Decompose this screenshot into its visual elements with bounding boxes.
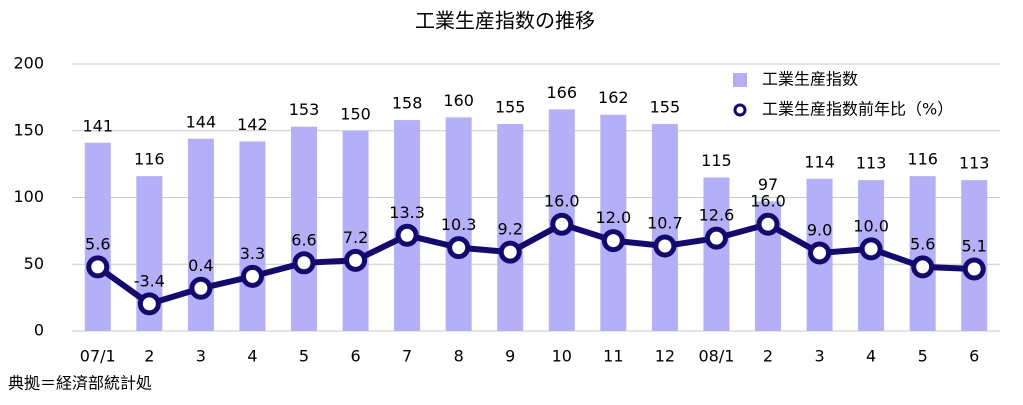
bar xyxy=(497,124,524,331)
line-marker xyxy=(808,241,832,265)
y-tick-label: 150 xyxy=(13,120,44,139)
x-tick-label: 10 xyxy=(552,347,572,366)
line-marker xyxy=(653,234,677,258)
line-value-label: 5.1 xyxy=(961,236,986,255)
x-tick-label: 3 xyxy=(814,347,824,366)
x-tick-label: 7 xyxy=(402,347,412,366)
line-value-label: -3.4 xyxy=(134,271,165,290)
bar-value-label: 97 xyxy=(758,175,778,194)
line-value-label: 5.6 xyxy=(910,234,935,253)
x-tick-label: 6 xyxy=(350,347,360,366)
line-value-label: 12.0 xyxy=(596,208,632,227)
bar-value-label: 160 xyxy=(443,91,474,110)
line-marker xyxy=(240,264,264,288)
bar-value-label: 144 xyxy=(186,112,217,131)
line-marker xyxy=(756,212,780,236)
line-value-label: 0.4 xyxy=(188,256,213,275)
bar xyxy=(445,117,472,332)
line-value-label: 5.6 xyxy=(85,234,110,253)
line-value-label: 16.0 xyxy=(544,192,580,211)
line-value-label: 6.6 xyxy=(291,230,316,249)
bar-value-label: 166 xyxy=(547,83,578,102)
x-tick-label: 4 xyxy=(247,347,257,366)
bar xyxy=(909,176,936,331)
bar xyxy=(342,130,369,331)
bar-value-label: 142 xyxy=(237,115,268,134)
x-tick-label: 12 xyxy=(655,347,675,366)
bar xyxy=(239,141,266,331)
bar-value-label: 114 xyxy=(804,152,835,171)
line-value-label: 10.7 xyxy=(647,213,683,232)
line-value-label: 12.6 xyxy=(699,206,735,225)
line-marker xyxy=(344,248,368,272)
line-value-label: 13.3 xyxy=(389,203,425,222)
x-tick-label: 5 xyxy=(918,347,928,366)
bar-value-label: 162 xyxy=(598,88,629,107)
x-tick-label: 3 xyxy=(196,347,206,366)
y-tick-label: 0 xyxy=(34,321,44,340)
chart-title: 工業生産指数の推移 xyxy=(415,9,595,33)
legend-label: 工業生産指数前年比（%） xyxy=(762,100,953,119)
line-marker xyxy=(704,226,728,250)
x-tick-label: 2 xyxy=(763,347,773,366)
legend-label: 工業生産指数 xyxy=(762,70,858,89)
line-value-label: 16.0 xyxy=(750,192,786,211)
line-marker xyxy=(189,276,213,300)
bar-value-label: 153 xyxy=(289,100,320,119)
bar-value-label: 155 xyxy=(495,98,526,117)
line-marker xyxy=(137,292,161,316)
line-marker xyxy=(395,223,419,247)
line-value-label: 9.0 xyxy=(807,220,832,239)
y-tick-label: 50 xyxy=(24,254,44,273)
bar xyxy=(84,142,111,331)
bar xyxy=(187,138,214,331)
bar-value-label: 141 xyxy=(83,116,114,135)
legend-swatch xyxy=(733,103,747,117)
bar xyxy=(600,114,627,331)
line-marker xyxy=(498,240,522,264)
x-tick-label: 8 xyxy=(454,347,464,366)
x-tick-label: 4 xyxy=(866,347,876,366)
x-tick-label: 11 xyxy=(603,347,623,366)
line-marker xyxy=(86,255,110,279)
line-value-label: 10.0 xyxy=(853,216,889,235)
line-value-label: 3.3 xyxy=(240,244,265,263)
line-marker xyxy=(292,251,316,275)
bar-value-label: 116 xyxy=(907,150,938,169)
x-tick-label: 5 xyxy=(299,347,309,366)
bar-value-label: 116 xyxy=(134,150,165,169)
bar-value-label: 113 xyxy=(959,154,990,173)
line-marker xyxy=(962,257,986,281)
bar xyxy=(961,180,988,331)
x-tick-label: 6 xyxy=(969,347,979,366)
y-tick-label: 200 xyxy=(13,54,44,73)
line-value-label: 10.3 xyxy=(441,215,477,234)
line-marker xyxy=(911,255,935,279)
line-marker xyxy=(859,237,883,261)
x-tick-label: 2 xyxy=(144,347,154,366)
x-tick-label: 9 xyxy=(505,347,515,366)
y-tick-label: 100 xyxy=(13,187,44,206)
bar xyxy=(703,177,730,331)
x-tick-label: 08/1 xyxy=(698,347,734,366)
bar xyxy=(651,124,678,331)
bar-value-label: 113 xyxy=(856,154,887,173)
bar-value-label: 155 xyxy=(650,98,681,117)
bar-value-label: 158 xyxy=(392,94,423,113)
source-note: 典拠＝経済部統計処 xyxy=(8,374,152,393)
line-marker xyxy=(601,229,625,253)
bar-value-label: 115 xyxy=(701,151,732,170)
bar xyxy=(291,126,317,332)
line-value-label: 9.2 xyxy=(497,220,522,239)
x-tick-label: 07/1 xyxy=(80,347,116,366)
line-marker xyxy=(550,212,574,236)
bar-value-label: 150 xyxy=(340,104,371,123)
legend-swatch xyxy=(733,73,747,87)
line-marker xyxy=(447,236,471,260)
line-value-label: 7.2 xyxy=(343,228,368,247)
